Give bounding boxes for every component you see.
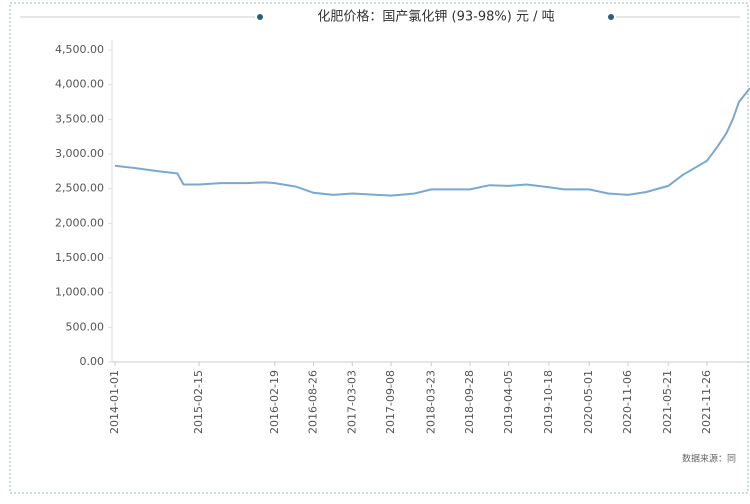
- x-tick-label: 2018-03-23: [424, 370, 437, 434]
- y-tick-label: 500.00: [66, 320, 105, 333]
- y-tick-label: 1,000.00: [55, 286, 104, 299]
- x-tick-label: 2017-09-08: [384, 370, 397, 434]
- x-tick-label: 2021-11-26: [700, 370, 713, 434]
- x-tick-label: 2017-03-03: [345, 370, 358, 434]
- y-tick-label: 3,000.00: [55, 147, 104, 160]
- line: [114, 87, 750, 197]
- source: 数据来源：同: [682, 453, 736, 465]
- x-tick-label: 2016-02-19: [268, 370, 281, 434]
- x-tick-label: 2018-09-28: [463, 370, 476, 434]
- y-tick-label: 0.00: [80, 355, 105, 368]
- x-tick-label: 2019-04-05: [502, 370, 515, 434]
- x-tick-label: 2020-05-01: [582, 370, 595, 434]
- x-tick-label: 2019-10-18: [542, 370, 555, 434]
- title-dot: [608, 14, 614, 20]
- x-tick-label: 2015-02-15: [192, 370, 205, 434]
- y-tick-label: 2,000.00: [55, 216, 104, 229]
- y-tick-label: 4,500.00: [55, 43, 104, 56]
- y-tick-label: 3,500.00: [55, 112, 104, 125]
- chart-title: 化肥价格：国产氯化钾 (93-98%) 元 / 吨: [317, 9, 554, 25]
- title-dot: [257, 14, 263, 20]
- frame: [9, 2, 749, 494]
- x-tick-label: 2020-11-06: [621, 370, 634, 434]
- y-tick-label: 1,500.00: [55, 251, 104, 264]
- x-tick-label: 2016-08-26: [307, 370, 320, 434]
- y-tick-label: 4,000.00: [55, 78, 104, 91]
- y-tick-label: 2,500.00: [55, 182, 104, 195]
- x-tick-label: 2021-05-21: [661, 370, 674, 434]
- x-tick-label: 2014-01-01: [108, 370, 121, 434]
